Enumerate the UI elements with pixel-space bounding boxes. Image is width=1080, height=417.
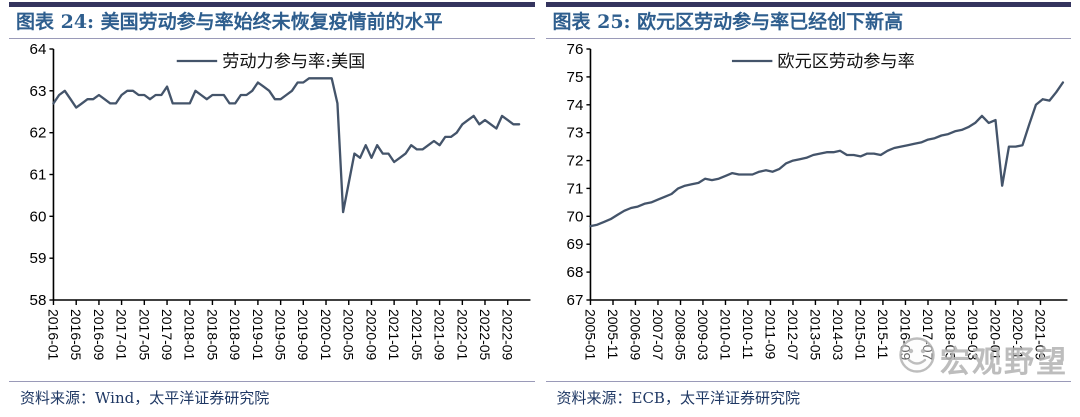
x-tick-label: 2015-11	[874, 309, 890, 359]
y-tick-label: 58	[30, 292, 47, 309]
y-tick-label: 73	[566, 125, 583, 142]
y-tick-label: 74	[566, 97, 583, 114]
x-tick-label: 2020-05	[341, 309, 357, 361]
y-tick-label: 59	[30, 250, 47, 267]
x-tick-label: 2018-05	[204, 309, 220, 361]
x-tick-label: 2019-01	[250, 309, 266, 361]
x-tick-label: 2020-09	[363, 309, 379, 361]
x-tick-label: 2016-09	[91, 309, 107, 361]
x-tick-label: 2019-09	[295, 309, 311, 361]
x-tick-label: 2018-05	[942, 309, 958, 361]
eurozone-labor-participation-chart: 67 68 69 70 71 72 73 74 75 76 2005-01 2005-11 2006-0…	[566, 41, 1067, 361]
figure-24-title: 图表 24: 美国劳动参与率始终未恢复疫情前的水平	[9, 9, 535, 39]
x-tick-label: 2020-11	[1009, 309, 1025, 359]
x-tick-label: 2021-05	[409, 309, 425, 361]
source-text: 资料来源：Wind，太平洋证券研究院	[20, 388, 270, 407]
x-tick-label: 2022-05	[477, 309, 493, 361]
x-tick-label: 2017-07	[919, 309, 935, 361]
y-tick-label: 70	[566, 208, 583, 225]
y-tick-label: 62	[30, 125, 47, 142]
y-tick-label: 69	[566, 236, 583, 253]
x-tick-label: 2008-05	[672, 309, 688, 361]
x-tick-label: 2018-09	[227, 309, 243, 361]
x-tick-label: 2013-05	[807, 309, 823, 361]
x-tick-label: 2005-11	[604, 309, 620, 359]
y-tick-label: 63	[30, 83, 47, 100]
x-tick-label: 2011-09	[762, 309, 778, 359]
x-tick-label: 2019-03	[964, 309, 980, 361]
figure-25-panel: 图表 25: 欧元区劳动参与率已经创下新高 67 68 69 70 71 72 73 74 75…	[545, 2, 1071, 411]
x-tick-label: 2019-05	[273, 309, 289, 361]
y-tick-label: 67	[566, 292, 583, 309]
y-tick-label: 72	[566, 152, 583, 169]
y-tick-label: 61	[30, 166, 47, 183]
panel-top-bar	[9, 2, 535, 7]
x-tick-label: 2014-03	[829, 309, 845, 361]
x-tick-label: 2017-09	[159, 309, 175, 361]
figure-25-source: 资料来源：ECB，太平洋证券研究院	[545, 380, 1071, 411]
x-tick-label: 2017-01	[114, 309, 130, 361]
legend-label: 欧元区劳动参与率	[777, 52, 914, 72]
x-tick-label: 2005-01	[582, 309, 598, 361]
x-tick-label: 2022-01	[454, 309, 470, 361]
legend-label: 劳动力参与率:美国	[222, 52, 365, 72]
x-tick-label: 2020-01	[987, 309, 1003, 361]
y-tick-label: 76	[566, 41, 583, 58]
x-tick-label: 2017-05	[136, 309, 152, 361]
x-tick-label: 2021-01	[386, 309, 402, 361]
y-tick-label: 75	[566, 69, 583, 86]
us-labor-participation-chart: 58 59 60 61 62 63 64 2016-01 2016-05 2016-09 2017-…	[30, 41, 531, 361]
x-tick-label: 2006-09	[627, 309, 643, 361]
x-tick-label: 2022-09	[500, 309, 516, 361]
x-tick-label: 2016-09	[897, 309, 913, 361]
x-tick-label: 2010-01	[717, 309, 733, 361]
y-tick-label: 60	[30, 208, 47, 225]
x-tick-label: 2012-07	[784, 309, 800, 361]
figure-24-source: 资料来源：Wind，太平洋证券研究院	[9, 380, 535, 411]
figure-25-title: 图表 25: 欧元区劳动参与率已经创下新高	[545, 9, 1071, 39]
series-line	[52, 76, 521, 214]
x-tick-label: 2018-01	[182, 309, 198, 361]
y-tick-label: 64	[30, 41, 47, 58]
x-tick-label: 2016-05	[68, 309, 84, 361]
x-tick-label: 2015-01	[852, 309, 868, 361]
x-tick-label: 2010-11	[739, 309, 755, 359]
y-tick-label: 71	[566, 180, 583, 197]
y-tick-label: 68	[566, 264, 583, 281]
x-tick-label: 2007-07	[649, 309, 665, 361]
x-tick-label: 2009-03	[694, 309, 710, 361]
panel-top-bar	[545, 2, 1071, 7]
figure-24-panel: 图表 24: 美国劳动参与率始终未恢复疫情前的水平 58 59 60 61 62 63 64…	[9, 2, 535, 411]
x-tick-label: 2021-09	[1032, 309, 1048, 361]
source-text: 资料来源：ECB，太平洋证券研究院	[556, 388, 800, 407]
x-tick-label: 2016-01	[45, 309, 61, 361]
series-line	[588, 81, 1064, 228]
x-tick-label: 2021-09	[432, 309, 448, 361]
x-tick-label: 2020-01	[318, 309, 334, 361]
